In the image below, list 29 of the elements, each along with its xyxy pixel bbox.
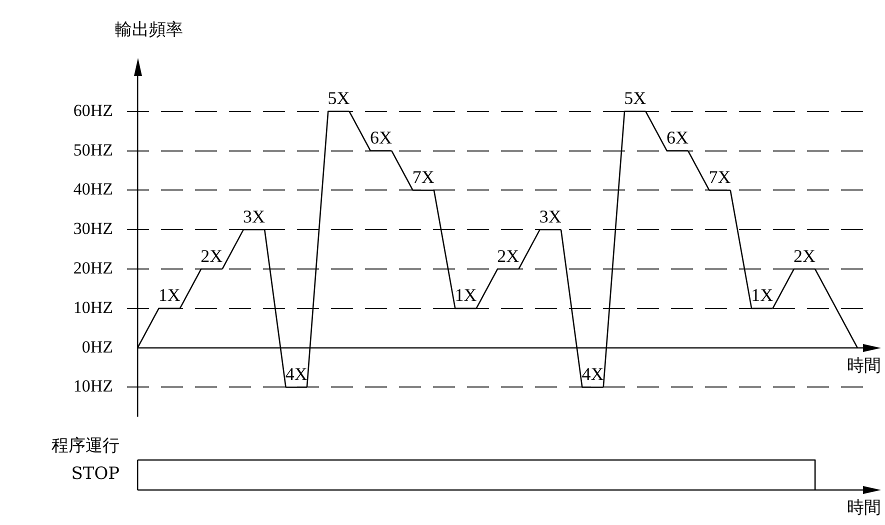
y-tick-label: 50HZ	[73, 140, 113, 160]
series-label: 4X	[285, 364, 308, 384]
x-axis-title: 時間	[847, 497, 881, 519]
series-label: 2X	[497, 246, 520, 266]
y-tick-label: 10HZ	[73, 298, 113, 317]
series-label: 6X	[370, 128, 392, 148]
series-label: 3X	[539, 206, 562, 226]
y-tick-label: 40HZ	[73, 180, 113, 199]
series-label: 1X	[158, 285, 180, 306]
series-label: 1X	[454, 285, 477, 306]
y-tick-label: 10HZ	[73, 376, 113, 396]
series-label: 5X	[624, 88, 646, 108]
y-tick-label: 0HZ	[82, 337, 113, 356]
text: STOP	[71, 464, 120, 484]
series-label: 3X	[243, 206, 266, 226]
series-label: 6X	[666, 128, 688, 148]
y-tick-label: 30HZ	[73, 219, 113, 238]
series-label: 4X	[582, 364, 604, 384]
series-label: 2X	[793, 246, 816, 266]
series-label: 7X	[708, 166, 731, 187]
series-label: 2X	[200, 246, 223, 266]
y-axis-title: 輸出頻率	[115, 19, 183, 41]
series-label: 1X	[751, 285, 774, 306]
y-tick-label: 60HZ	[73, 100, 113, 120]
y-tick-label: 20HZ	[73, 258, 113, 278]
series-label: 5X	[328, 88, 350, 108]
text: 程序運行	[52, 435, 120, 457]
series-label: 7X	[412, 166, 434, 187]
x-axis-title: 時間	[847, 354, 881, 377]
